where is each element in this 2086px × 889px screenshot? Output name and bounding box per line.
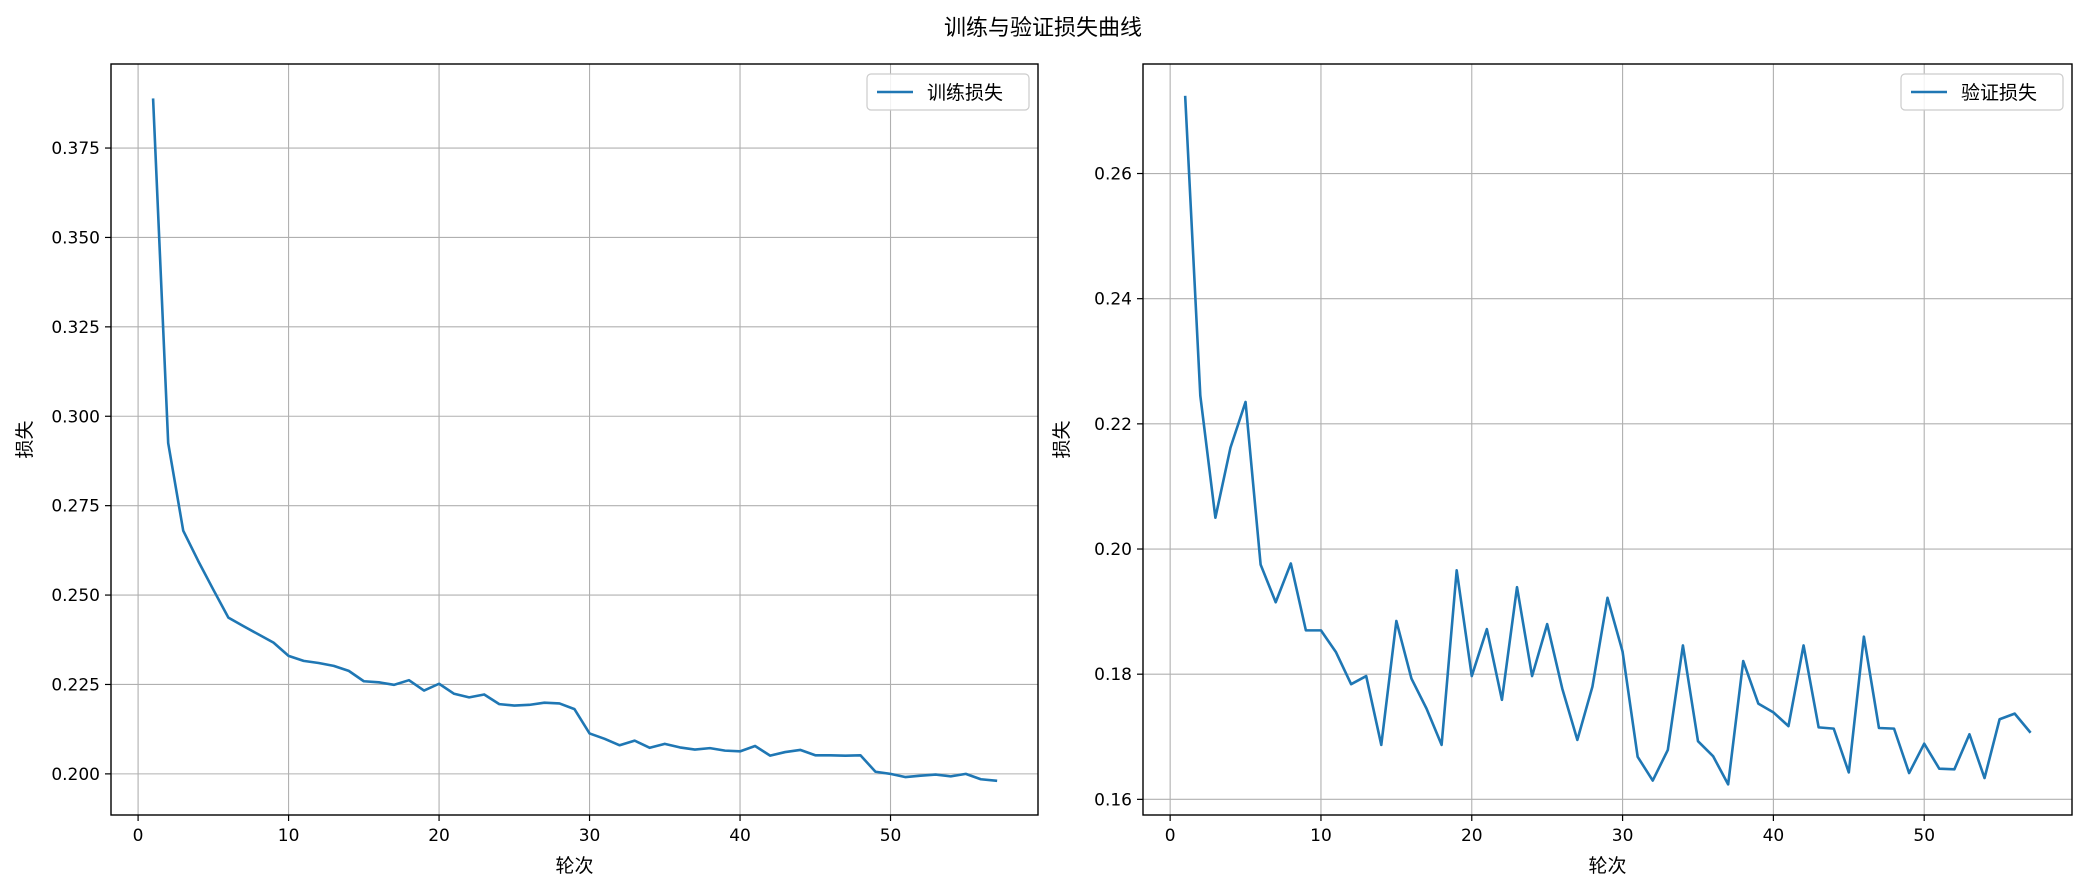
legend-frame bbox=[1900, 73, 2064, 111]
x-tick-label: 50 bbox=[1913, 826, 1935, 846]
x-tick-label: 10 bbox=[278, 826, 300, 846]
y-tick-label: 0.20 bbox=[1094, 540, 1132, 560]
x-tick-label: 40 bbox=[1763, 826, 1785, 846]
plot-frame bbox=[1142, 63, 2073, 816]
y-tick-label: 0.24 bbox=[1094, 290, 1132, 310]
legend-frame bbox=[866, 73, 1030, 111]
y-tick-label: 0.375 bbox=[51, 139, 100, 159]
x-axis-label: 轮次 bbox=[1588, 855, 1626, 877]
y-tick-label: 0.18 bbox=[1094, 665, 1132, 685]
series-line bbox=[151, 98, 998, 783]
y-axis-label: 损失 bbox=[14, 420, 36, 458]
y-tick-label: 0.250 bbox=[51, 586, 100, 606]
x-tick-label: 20 bbox=[428, 826, 450, 846]
series-line bbox=[1183, 95, 2032, 786]
x-tick-label: 0 bbox=[1165, 826, 1176, 846]
legend: 验证损失 bbox=[1900, 73, 2064, 111]
y-tick-label: 0.300 bbox=[51, 407, 100, 427]
y-tick-label: 0.325 bbox=[51, 318, 100, 338]
x-tick-label: 30 bbox=[1612, 826, 1634, 846]
figure-title: 训练与验证损失曲线 bbox=[944, 16, 1142, 41]
y-tick-label: 0.16 bbox=[1094, 790, 1132, 810]
x-tick-label: 30 bbox=[579, 826, 601, 846]
y-axis-label: 损失 bbox=[1051, 420, 1073, 458]
legend-label: 验证损失 bbox=[1961, 82, 2037, 104]
x-axis-label: 轮次 bbox=[555, 855, 593, 877]
legend-label: 训练损失 bbox=[927, 82, 1003, 104]
x-tick-label: 40 bbox=[729, 826, 751, 846]
x-tick-label: 0 bbox=[133, 826, 144, 846]
plot-frame bbox=[110, 63, 1039, 816]
x-tick-label: 50 bbox=[880, 826, 902, 846]
y-tick-label: 0.26 bbox=[1094, 165, 1132, 185]
legend: 训练损失 bbox=[866, 73, 1030, 111]
y-tick-label: 0.275 bbox=[51, 497, 100, 517]
val-loss-panel: 0 10 20 30 40 50 0.16 0.18 0.20 0.22 0.24 0.26 轮次 损失 验… bbox=[1051, 63, 2073, 877]
y-tick-label: 0.200 bbox=[51, 765, 100, 785]
y-tick-label: 0.225 bbox=[51, 675, 100, 695]
y-tick-label: 0.22 bbox=[1094, 415, 1132, 435]
x-tick-label: 20 bbox=[1461, 826, 1483, 846]
x-tick-label: 10 bbox=[1310, 826, 1332, 846]
y-tick-label: 0.350 bbox=[51, 228, 100, 248]
train-loss-panel: 0 10 20 30 40 50 0.200 0.225 0.250 0.275 0.300 0.32… bbox=[14, 63, 1039, 877]
